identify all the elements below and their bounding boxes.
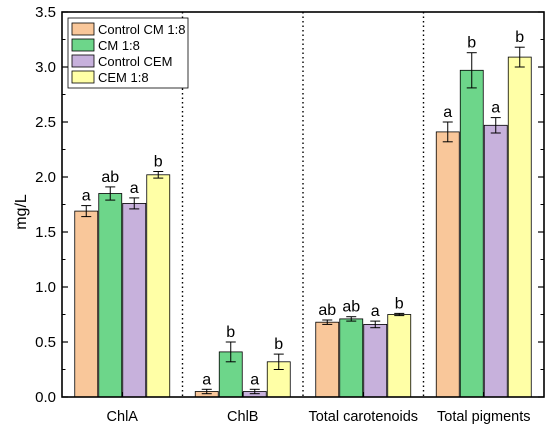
- x-tick-label: ChlA: [107, 409, 139, 425]
- significance-letter: a: [371, 303, 380, 320]
- significance-letter: b: [274, 336, 283, 353]
- axes: ChlA ChlB Total carotenoids Total pigments 0…: [35, 4, 545, 425]
- significance-letter: b: [395, 295, 404, 312]
- legend-swatch: [71, 54, 95, 68]
- legend-label: CEM 1:8: [98, 70, 149, 85]
- y-tick-label: 2.5: [35, 114, 56, 131]
- x-tick-label: Total carotenoids: [308, 409, 418, 425]
- bar: [363, 323, 388, 398]
- bar: [507, 56, 532, 398]
- y-tick-label: 1.0: [35, 279, 56, 296]
- y-tick-label: 2.0: [35, 169, 56, 186]
- significance-letter: a: [130, 180, 139, 197]
- significance-letter: a: [82, 188, 91, 205]
- bar: [315, 321, 340, 398]
- bar: [339, 318, 364, 398]
- significance-letter: b: [226, 324, 235, 341]
- bar: [483, 124, 508, 398]
- x-tick-label: Total pigments: [437, 409, 531, 425]
- legend-swatch: [71, 70, 95, 84]
- bar: [146, 174, 171, 398]
- significance-letter: ab: [101, 169, 119, 186]
- legend-swatch: [71, 38, 95, 52]
- plot-frame: [61, 11, 545, 398]
- significance-letter: a: [250, 371, 259, 388]
- significance-letter: a: [443, 104, 452, 121]
- y-tick-label: 0.5: [35, 334, 56, 351]
- significance-letter: b: [467, 35, 476, 52]
- y-tick-label: 1.5: [35, 224, 56, 241]
- bar: [122, 202, 147, 398]
- legend-label: CM 1:8: [98, 38, 140, 53]
- bar: [459, 69, 484, 398]
- y-tick-label: 3.5: [35, 4, 56, 21]
- significance-letter: a: [202, 371, 211, 388]
- significance-letter: b: [154, 154, 163, 171]
- legend-label: Control CM 1:8: [98, 22, 185, 37]
- legend-swatch: [71, 22, 95, 36]
- x-tick-label: ChlB: [227, 409, 258, 425]
- y-tick-label: 0.0: [35, 389, 56, 406]
- bar: [435, 131, 460, 398]
- significance-letter: a: [491, 100, 500, 117]
- y-axis-label: mg/L: [13, 194, 30, 230]
- significance-letter: ab: [318, 302, 336, 319]
- bar: [387, 314, 412, 398]
- y-tick-label: 3.0: [35, 59, 56, 76]
- bar: [74, 210, 99, 398]
- bar: [98, 193, 123, 398]
- significance-letter: b: [515, 29, 524, 46]
- legend-label: Control CEM: [98, 54, 172, 69]
- significance-letter: ab: [342, 299, 360, 316]
